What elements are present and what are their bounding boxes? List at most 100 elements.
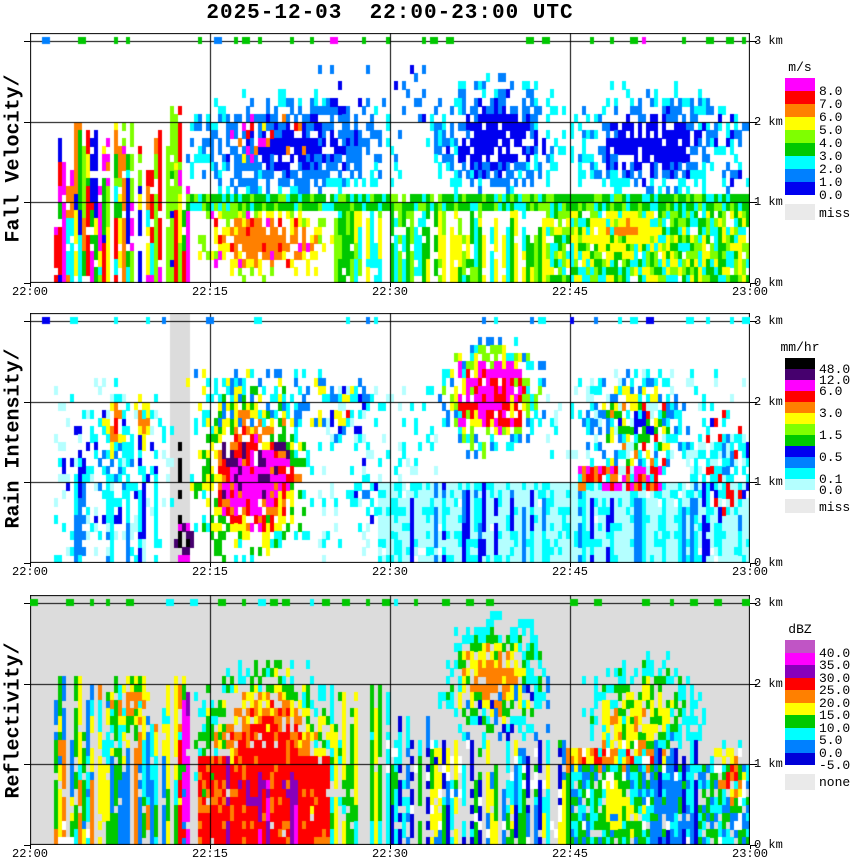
colorbar-boundary-label: 0.0 (819, 483, 843, 498)
y-tick-mark (750, 41, 757, 42)
heatmap-canvas-fall-velocity (30, 33, 750, 283)
colorbar-miss-swatch (785, 204, 815, 220)
y-tick-label: 3 km (754, 596, 783, 610)
colorbar-block (785, 358, 815, 369)
x-tick-label: 23:00 (731, 285, 769, 299)
x-tick-label: 22:30 (371, 285, 409, 299)
colorbar-title: dBZ (788, 622, 812, 637)
y-tick-mark (24, 283, 30, 284)
x-tick-mark (750, 563, 751, 567)
y-tick-mark (750, 764, 757, 765)
x-tick-label: 22:45 (551, 565, 589, 579)
colorbar-block (785, 391, 815, 402)
colorbar-block (785, 413, 815, 424)
y-tick-mark (750, 563, 757, 564)
y-tick-mark (750, 283, 757, 284)
colorbar-block (785, 169, 815, 182)
colorbar-boundary-label: 48.0 (819, 362, 850, 377)
colorbar-boundary-label: 6.0 (819, 110, 843, 125)
colorbar-boundary-label: 12.0 (819, 373, 850, 388)
panel-fall-velocity: Fall Velocity/ m/s 8.0 7.0 6.0 5.0 4.0 3.0 2.0… (0, 33, 850, 299)
colorbar-block (785, 78, 815, 91)
x-tick-mark (30, 283, 31, 287)
y-tick-mark (24, 41, 30, 42)
colorbar-miss-label: none (819, 775, 850, 791)
colorbar-block (785, 446, 815, 457)
colorbar-miss-label: miss (819, 205, 850, 221)
y-tick-mark (750, 202, 757, 203)
x-tick-mark (210, 845, 211, 849)
y-tick-mark (24, 764, 30, 765)
y-tick-label: 0 km (754, 276, 783, 290)
colorbar-block (785, 369, 815, 380)
x-tick-label: 23:00 (731, 847, 769, 861)
colorbar-miss-label: miss (819, 499, 850, 515)
x-tick-label: 22:15 (191, 847, 229, 861)
colorbar-block (785, 402, 815, 413)
colorbar-boundary-label: 0.0 (819, 188, 843, 203)
colorbar-block (785, 640, 815, 653)
y-tick-mark (24, 122, 30, 123)
x-tick-label: 22:45 (551, 285, 589, 299)
colorbar-block (785, 156, 815, 169)
y-tick-mark (750, 845, 757, 846)
figure-title: 2025-12-03 22:00-23:00 UTC (206, 2, 574, 25)
colorbar-boundary-label: 1.0 (819, 175, 843, 190)
y-tick-mark (750, 482, 757, 483)
colorbar-boundary-label: 15.0 (819, 708, 850, 723)
y-tick-label: 3 km (754, 314, 783, 328)
colorbar-boundary-label: 6.0 (819, 384, 843, 399)
y-tick-label: 1 km (754, 757, 783, 771)
y-tick-label: 1 km (754, 195, 783, 209)
x-tick-mark (30, 845, 31, 849)
y-tick-label: 2 km (754, 395, 783, 409)
x-tick-label: 22:45 (551, 847, 589, 861)
panel-reflectivity: Reflectivity/ dBZ 40.0 35.0 30.0 25.0 20.0 15… (0, 595, 850, 861)
x-tick-label: 23:00 (731, 565, 769, 579)
colorbar-block (785, 143, 815, 156)
colorbar-block (785, 91, 815, 104)
colorbar-boundary-label: 3.0 (819, 406, 843, 421)
panel-ylabel-container: Rain Intensity/ (0, 313, 28, 563)
colorbar-boundary-label: 0.0 (819, 745, 843, 761)
colorbar-boundary-label: 35.0 (819, 658, 850, 673)
x-tick-label: 22:00 (11, 285, 49, 299)
y-tick-label: 0 km (754, 838, 783, 852)
colorbar-miss-swatch (785, 499, 815, 513)
colorbar-boundary-label: 0.5 (819, 450, 843, 465)
colorbar-block (785, 182, 815, 195)
x-tick-mark (210, 283, 211, 287)
x-tick-mark (210, 563, 211, 567)
colorbar-block (785, 424, 815, 435)
x-tick-label: 22:30 (371, 565, 409, 579)
heatmap-canvas-rain-intensity (30, 313, 750, 563)
colorbar-block (785, 468, 815, 479)
colorbar-block (785, 380, 815, 391)
y-tick-mark (750, 684, 757, 685)
colorbar-boundary-label: 1.5 (819, 428, 843, 443)
colorbar-boundary-label: 4.0 (819, 136, 843, 151)
panel-ylabel: Reflectivity/ (2, 641, 26, 799)
colorbar-block (785, 690, 815, 703)
x-tick-label: 22:30 (371, 847, 409, 861)
colorbar-block (785, 479, 815, 490)
colorbar-boundary-label: 25.0 (819, 683, 850, 698)
heatmap-canvas-reflectivity (30, 595, 750, 845)
x-tick-mark (750, 845, 751, 849)
colorbar-boundary-label: 5.0 (819, 123, 843, 138)
colorbar-boundary-label: 0.1 (819, 472, 843, 487)
colorbar-block (785, 130, 815, 143)
y-tick-label: 0 km (754, 556, 783, 570)
y-tick-mark (24, 202, 30, 203)
y-tick-mark (24, 482, 30, 483)
colorbar-boundary-label: 2.0 (819, 162, 843, 177)
x-tick-label: 22:00 (11, 565, 49, 579)
y-tick-mark (24, 845, 30, 846)
colorbar-boundary-label: 10.0 (819, 720, 850, 736)
x-tick-mark (390, 563, 391, 567)
y-tick-mark (24, 563, 30, 564)
y-tick-label: 2 km (754, 115, 783, 129)
colorbar-block (785, 117, 815, 130)
colorbar-boundary-label: 7.0 (819, 97, 843, 112)
